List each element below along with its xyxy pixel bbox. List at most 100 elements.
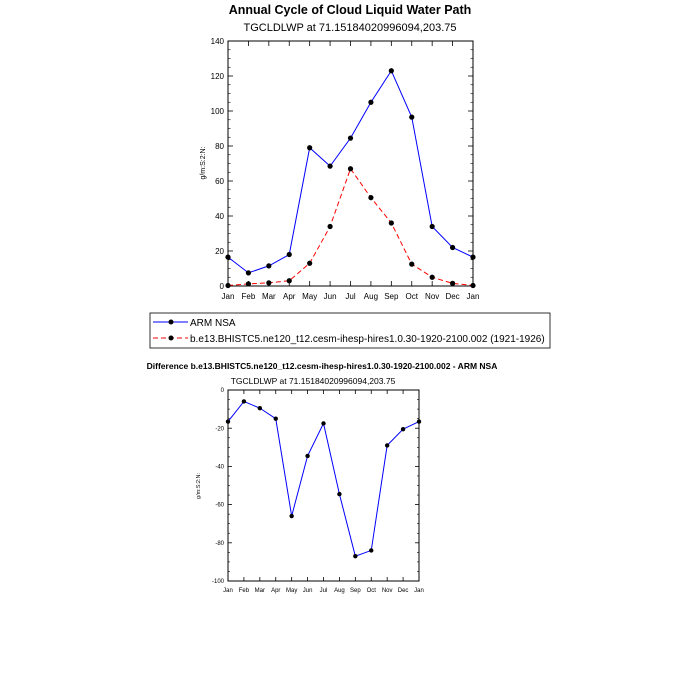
- x-tick-label: Dec: [398, 588, 409, 594]
- series-0-point: [400, 426, 406, 432]
- y-tick-label: -80: [215, 541, 224, 547]
- y-tick-label: 100: [211, 107, 225, 116]
- series-0-point: [307, 145, 313, 151]
- x-tick-label: Oct: [406, 292, 419, 301]
- series-0-point: [409, 114, 415, 120]
- top-chart-title: Annual Cycle of Cloud Liquid Water Path: [229, 3, 472, 17]
- series-0-point: [289, 513, 294, 519]
- top-chart-subtitle: TGCLDLWP at 71.15184020996094,203.75: [243, 22, 456, 34]
- series-1-point: [368, 195, 374, 201]
- series-0-point: [225, 419, 231, 424]
- series-0-point: [353, 553, 358, 559]
- x-tick-label: Feb: [242, 292, 256, 301]
- x-tick-label: Nov: [382, 588, 393, 594]
- bottom-chart: Difference b.e13.BHISTC5.ne120_t12.cesm-…: [147, 361, 498, 594]
- series-1-point: [409, 261, 415, 267]
- series-1-point: [347, 166, 354, 172]
- top-chart-legend: ARM NSA b.e13.BHISTC5.ne120_t12.cesm-ihe…: [149, 312, 551, 349]
- series-line-1: [227, 167, 474, 286]
- y-tick-label: -60: [215, 503, 224, 509]
- series-0-point: [327, 163, 333, 169]
- legend-label-model: b.e13.BHISTC5.ne120_t12.cesm-ihesp-hires…: [190, 334, 545, 345]
- series-0-point: [337, 491, 342, 497]
- series-0-point: [266, 263, 272, 269]
- series-0-point: [429, 223, 435, 230]
- bottom-chart-ylabel: g/m:S:2:N:: [196, 473, 202, 499]
- series-0-point: [388, 68, 394, 74]
- series-1-point: [266, 280, 272, 286]
- bottom-chart-plot-frame: [227, 389, 420, 582]
- series-0-point: [321, 421, 326, 426]
- series-1-point: [388, 220, 394, 226]
- x-tick-label: Apr: [271, 588, 280, 594]
- legend-marker-model: [168, 335, 174, 341]
- x-tick-label: Aug: [364, 292, 378, 301]
- y-tick-label: 40: [215, 212, 224, 221]
- series-0-point: [305, 453, 310, 459]
- bottom-chart-axes: [227, 389, 420, 582]
- y-tick-label: 60: [215, 177, 224, 186]
- x-tick-label: Sep: [350, 588, 361, 594]
- x-tick-label: Dec: [445, 292, 459, 301]
- series-0-point: [369, 548, 374, 553]
- series-1-point: [307, 260, 313, 266]
- series-line-0: [227, 69, 474, 274]
- series-1-point: [225, 282, 231, 289]
- x-tick-label: Jan: [467, 292, 480, 301]
- x-tick-label: Jun: [324, 292, 337, 301]
- series-0-point: [347, 135, 354, 141]
- series-0-point: [225, 254, 231, 260]
- bottom-chart-subtitle: TGCLDLWP at 71.15184020996094,203.75: [231, 376, 396, 386]
- top-chart-series: [225, 68, 476, 289]
- x-tick-label: Nov: [425, 292, 439, 301]
- x-tick-label: Mar: [262, 292, 276, 301]
- top-chart: Annual Cycle of Cloud Liquid Water Path …: [149, 3, 551, 349]
- series-0-point: [273, 416, 278, 421]
- x-tick-label: Jul: [345, 292, 355, 301]
- series-0-point: [416, 419, 422, 424]
- y-tick-label: -100: [212, 579, 225, 585]
- x-tick-label: Jan: [223, 588, 233, 594]
- legend-label-arm: ARM NSA: [190, 318, 236, 329]
- x-tick-label: Jan: [222, 292, 235, 301]
- x-tick-label: Jun: [303, 588, 313, 594]
- legend-box: [149, 312, 551, 349]
- series-1-point: [470, 282, 476, 289]
- x-tick-label: Apr: [283, 292, 296, 301]
- y-tick-label: 0: [220, 282, 225, 291]
- series-0-point: [241, 399, 247, 404]
- series-1-point: [429, 274, 435, 280]
- x-tick-label: May: [302, 292, 317, 301]
- series-0-point: [257, 405, 263, 411]
- x-tick-label: Jul: [320, 588, 328, 594]
- x-tick-label: Aug: [334, 588, 345, 594]
- x-tick-label: Feb: [239, 588, 250, 594]
- series-0-point: [286, 251, 292, 258]
- y-tick-label: 140: [211, 37, 225, 46]
- y-tick-label: 120: [211, 72, 225, 81]
- y-tick-label: 20: [215, 247, 224, 256]
- series-1-point: [286, 278, 292, 284]
- series-0-point: [368, 99, 374, 105]
- legend-marker-arm: [168, 319, 174, 325]
- series-1-point: [245, 281, 252, 287]
- series-1-point: [449, 280, 456, 286]
- y-tick-label: -40: [215, 465, 224, 471]
- top-chart-ticks: Jan Feb Mar Apr May Jun Jul Aug Sep Oct Nov Dec Jan0…: [211, 37, 480, 301]
- series-0-point: [470, 254, 476, 260]
- series-0-point: [384, 443, 390, 448]
- series-0-point: [449, 244, 456, 251]
- y-tick-label: -20: [215, 426, 224, 432]
- y-tick-label: 0: [221, 388, 225, 394]
- x-tick-label: Jan: [414, 588, 424, 594]
- x-tick-label: Oct: [367, 588, 377, 594]
- bottom-chart-title: Difference b.e13.BHISTC5.ne120_t12.cesm-…: [147, 361, 498, 371]
- x-tick-label: May: [286, 588, 297, 594]
- top-chart-axes: [227, 40, 474, 287]
- bottom-chart-series: [225, 399, 422, 559]
- y-tick-label: 80: [215, 142, 224, 151]
- top-chart-plot-frame: [227, 40, 474, 287]
- bottom-chart-ticks: Jan Feb Mar Apr May Jun Jul Aug Sep Oct Nov Dec Jan -…: [212, 388, 424, 594]
- x-tick-label: Mar: [255, 588, 265, 594]
